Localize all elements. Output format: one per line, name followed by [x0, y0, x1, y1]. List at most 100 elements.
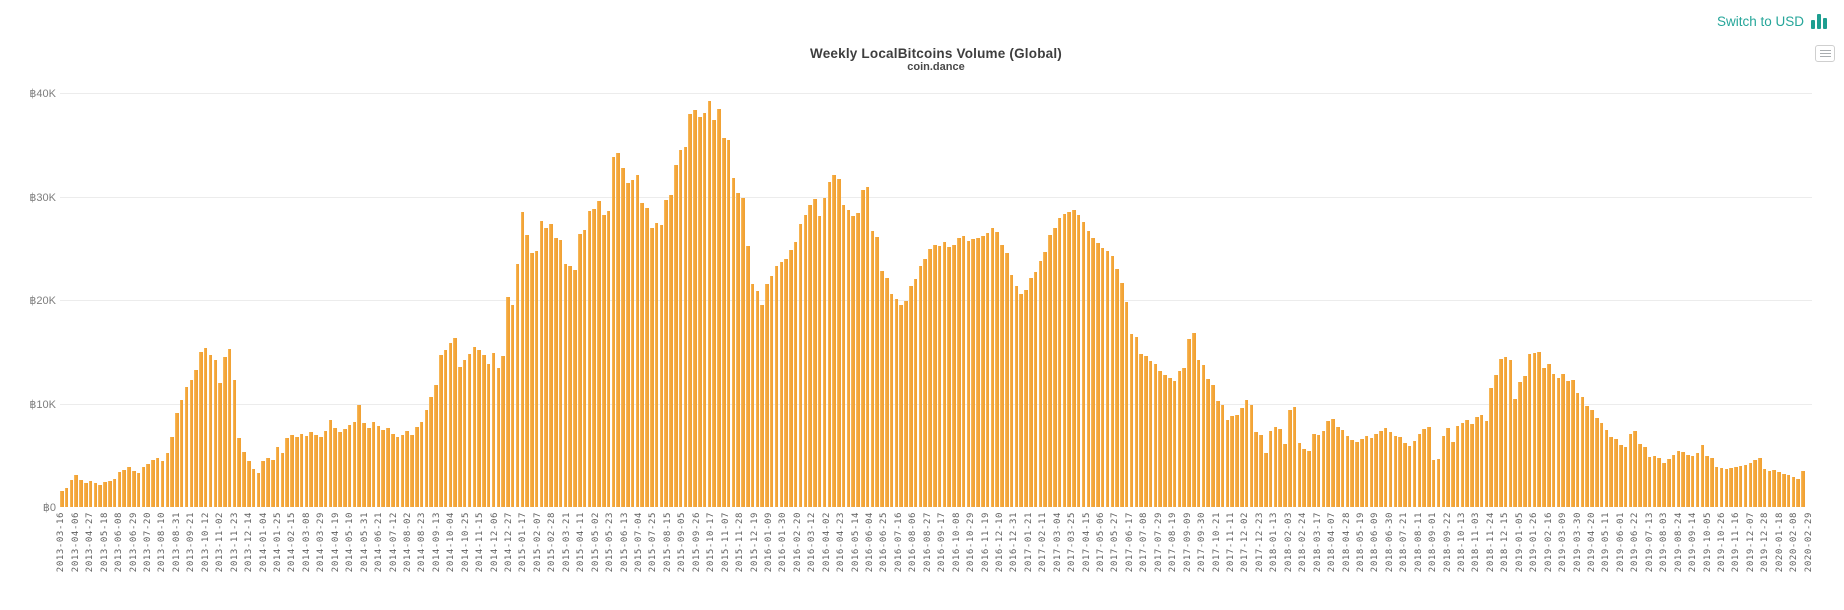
volume-bar[interactable]	[1033, 272, 1038, 507]
volume-bar[interactable]	[458, 367, 462, 507]
volume-bar[interactable]	[621, 167, 625, 507]
volume-bar[interactable]	[578, 233, 582, 507]
volume-bar[interactable]	[1662, 462, 1666, 507]
volume-bar[interactable]	[539, 221, 544, 507]
volume-bar[interactable]	[1335, 427, 1340, 507]
volume-bar[interactable]	[443, 349, 448, 507]
volume-bar[interactable]	[582, 229, 587, 507]
volume-bar[interactable]	[141, 466, 146, 507]
volume-bar[interactable]	[1096, 243, 1100, 507]
volume-bar[interactable]	[1340, 430, 1345, 507]
volume-bar[interactable]	[266, 458, 270, 507]
volume-bar[interactable]	[745, 246, 750, 507]
volume-bar[interactable]	[362, 423, 366, 507]
volume-bar[interactable]	[1129, 334, 1134, 507]
volume-bar[interactable]	[779, 261, 784, 507]
volume-bar[interactable]	[1724, 468, 1729, 507]
volume-bar[interactable]	[472, 346, 477, 507]
volume-bar[interactable]	[333, 428, 337, 507]
volume-bar[interactable]	[1009, 275, 1014, 507]
volume-bar[interactable]	[635, 174, 640, 507]
volume-bar[interactable]	[98, 485, 102, 507]
volume-bar[interactable]	[1767, 470, 1772, 507]
volume-bar[interactable]	[1311, 433, 1316, 507]
volume-bar[interactable]	[1177, 371, 1182, 507]
volume-bar[interactable]	[395, 436, 400, 507]
volume-bar[interactable]	[741, 197, 745, 507]
volume-bar[interactable]	[861, 190, 865, 507]
volume-bar[interactable]	[1369, 437, 1374, 507]
volume-bar[interactable]	[1273, 427, 1278, 507]
volume-bar[interactable]	[261, 461, 266, 507]
volume-bar[interactable]	[1604, 430, 1609, 507]
volume-bar[interactable]	[1302, 449, 1306, 507]
volume-bar[interactable]	[1599, 423, 1604, 507]
volume-bar[interactable]	[237, 437, 242, 507]
volume-bar[interactable]	[1345, 435, 1350, 507]
volume-bar[interactable]	[1124, 302, 1129, 507]
volume-bar[interactable]	[199, 351, 203, 507]
volume-bar[interactable]	[1168, 377, 1172, 507]
volume-bar[interactable]	[1551, 373, 1556, 507]
volume-bar[interactable]	[1518, 381, 1522, 507]
volume-bar[interactable]	[1000, 245, 1004, 507]
volume-bar[interactable]	[645, 207, 649, 507]
volume-bar[interactable]	[175, 412, 179, 507]
volume-bar[interactable]	[482, 354, 486, 507]
volume-bar[interactable]	[1028, 278, 1033, 507]
volume-bar[interactable]	[1527, 353, 1532, 507]
volume-bar[interactable]	[659, 225, 664, 507]
volume-bar[interactable]	[1004, 253, 1009, 507]
volume-bar[interactable]	[1571, 379, 1575, 507]
volume-bar[interactable]	[319, 436, 323, 507]
volume-bar[interactable]	[837, 178, 841, 507]
volume-bar[interactable]	[1254, 432, 1258, 507]
volume-bar[interactable]	[189, 379, 194, 507]
volume-bar[interactable]	[865, 187, 870, 507]
volume-bar[interactable]	[1326, 421, 1330, 507]
volume-bar[interactable]	[654, 223, 659, 507]
volume-bar[interactable]	[1220, 404, 1225, 507]
volume-bar[interactable]	[899, 305, 903, 507]
volume-bar[interactable]	[678, 149, 683, 507]
volume-bar[interactable]	[323, 431, 328, 507]
volume-bar[interactable]	[1547, 364, 1551, 507]
volume-bar[interactable]	[1201, 365, 1206, 507]
volume-bar[interactable]	[803, 215, 808, 507]
volume-bar[interactable]	[769, 276, 774, 507]
volume-bar[interactable]	[1359, 438, 1364, 507]
volume-bar[interactable]	[731, 177, 736, 507]
volume-bar[interactable]	[707, 101, 712, 507]
volume-bar[interactable]	[1489, 387, 1494, 507]
volume-bar[interactable]	[160, 461, 165, 507]
volume-bar[interactable]	[990, 227, 995, 507]
volume-bar[interactable]	[60, 491, 64, 507]
volume-bar[interactable]	[1062, 214, 1067, 507]
volume-bar[interactable]	[822, 197, 827, 507]
volume-bar[interactable]	[760, 305, 764, 507]
volume-bar[interactable]	[664, 199, 668, 507]
volume-bar[interactable]	[376, 426, 381, 507]
volume-bar[interactable]	[1235, 414, 1239, 507]
volume-bar[interactable]	[429, 397, 433, 507]
volume-bar[interactable]	[314, 434, 318, 507]
volume-bar[interactable]	[1249, 404, 1254, 507]
volume-bar[interactable]	[1048, 234, 1052, 507]
volume-bar[interactable]	[894, 298, 899, 507]
volume-bar[interactable]	[568, 265, 573, 507]
volume-bar[interactable]	[1331, 419, 1335, 507]
volume-bar[interactable]	[798, 224, 803, 507]
volume-bar[interactable]	[1431, 460, 1436, 507]
volume-bar[interactable]	[136, 472, 141, 507]
volume-bar[interactable]	[155, 458, 160, 507]
volume-bar[interactable]	[1244, 400, 1249, 507]
volume-bar[interactable]	[1705, 456, 1709, 507]
volume-bar[interactable]	[1120, 283, 1124, 507]
volume-bar[interactable]	[1172, 380, 1177, 507]
switch-to-usd-label[interactable]: Switch to USD	[1716, 14, 1804, 29]
volume-bar[interactable]	[280, 453, 285, 507]
chart-context-menu-button[interactable]	[1815, 45, 1835, 62]
volume-bar[interactable]	[64, 488, 69, 507]
volume-bar[interactable]	[774, 265, 779, 507]
volume-bar[interactable]	[386, 428, 390, 507]
